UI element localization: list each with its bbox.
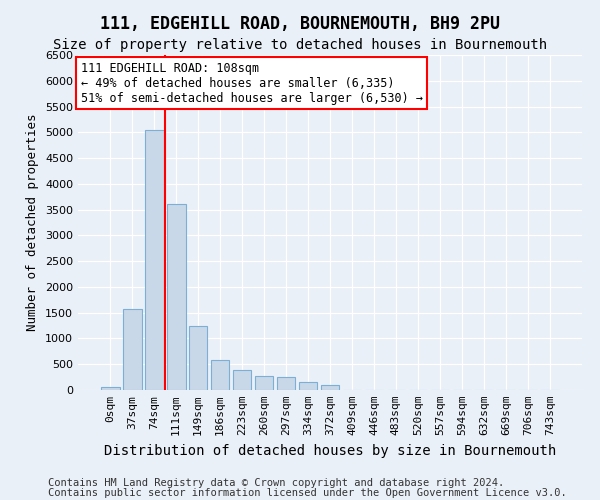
Bar bbox=[320, 385, 340, 390]
Text: Contains public sector information licensed under the Open Government Licence v3: Contains public sector information licen… bbox=[48, 488, 567, 498]
Bar bbox=[233, 370, 251, 390]
Bar bbox=[167, 204, 185, 390]
Bar bbox=[101, 388, 119, 390]
Text: Size of property relative to detached houses in Bournemouth: Size of property relative to detached ho… bbox=[53, 38, 547, 52]
Bar bbox=[299, 382, 317, 390]
Bar bbox=[145, 130, 164, 390]
Bar bbox=[255, 376, 274, 390]
Text: Contains HM Land Registry data © Crown copyright and database right 2024.: Contains HM Land Registry data © Crown c… bbox=[48, 478, 504, 488]
Bar bbox=[189, 326, 208, 390]
X-axis label: Distribution of detached houses by size in Bournemouth: Distribution of detached houses by size … bbox=[104, 444, 556, 458]
Bar bbox=[277, 377, 295, 390]
Text: 111 EDGEHILL ROAD: 108sqm
← 49% of detached houses are smaller (6,335)
51% of se: 111 EDGEHILL ROAD: 108sqm ← 49% of detac… bbox=[80, 62, 422, 104]
Y-axis label: Number of detached properties: Number of detached properties bbox=[26, 114, 40, 331]
Bar bbox=[211, 360, 229, 390]
Text: 111, EDGEHILL ROAD, BOURNEMOUTH, BH9 2PU: 111, EDGEHILL ROAD, BOURNEMOUTH, BH9 2PU bbox=[100, 15, 500, 33]
Bar bbox=[123, 308, 142, 390]
